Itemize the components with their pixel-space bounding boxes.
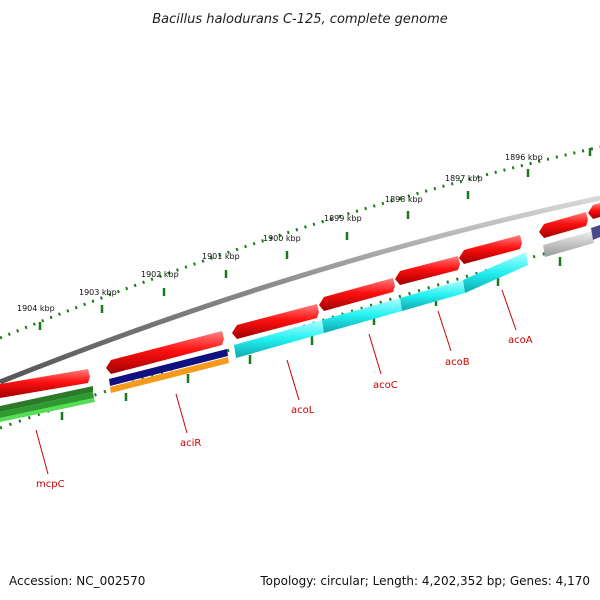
reverse-strand-genes (0, 203, 600, 398)
genome-backbone (0, 195, 600, 385)
gene-label-acoL: acoL (291, 405, 315, 416)
gene-arrow-acoC[interactable] (319, 278, 395, 311)
gene-label-aciR: aciR (180, 438, 201, 449)
gene-arrow-acoB[interactable] (395, 256, 460, 285)
kbp-label: 1901 kbp (202, 252, 240, 261)
topology-text: Topology: circular; Length: 4,202,352 bp… (260, 574, 590, 588)
kbp-label: 1898 kbp (385, 195, 423, 204)
feature-band-mcpC[interactable] (0, 386, 93, 412)
gene-arrow[interactable] (539, 212, 588, 238)
accession-text: Accession: NC_002570 (9, 574, 146, 588)
feature-band-aciR[interactable] (110, 357, 229, 393)
major-ticks-inner (60, 257, 562, 420)
gene-arrow-mcpC[interactable] (0, 369, 90, 398)
kbp-label: 1900 kbp (263, 234, 301, 243)
kbp-label: 1904 kbp (17, 304, 55, 313)
kbp-label: 1897 kbp (445, 174, 483, 183)
gene-arrow-acoA[interactable] (459, 235, 522, 264)
position-ruler-outer (0, 145, 600, 340)
gene-label-acoB: acoB (445, 357, 470, 368)
feature-band-acoL[interactable] (234, 320, 324, 358)
feature-band-acoA[interactable] (463, 252, 528, 293)
gene-label-acoA: acoA (508, 335, 533, 346)
feature-band-acoB[interactable] (400, 280, 465, 311)
feature-band-acoC[interactable] (322, 298, 402, 333)
feature-band-aciR[interactable] (109, 349, 228, 386)
kbp-label: 1899 kbp (324, 214, 362, 223)
gene-arrow[interactable] (588, 203, 600, 219)
feature-band-mcpC[interactable] (0, 398, 95, 422)
gene-arrow-aciR[interactable] (106, 331, 224, 374)
feature-band-mcpC[interactable] (0, 392, 94, 418)
kbp-label: 1903 kbp (79, 288, 117, 297)
gene-label-acoC: acoC (373, 380, 398, 391)
genome-title: Bacillus halodurans C-125, complete geno… (152, 12, 448, 27)
label-leader-lines (35, 289, 517, 475)
feature-band[interactable] (591, 225, 600, 240)
major-ticks-outer (38, 148, 592, 330)
kbp-label: 1896 kbp (505, 153, 543, 162)
feature-band[interactable] (543, 231, 594, 257)
gene-arrow-acoL[interactable] (232, 304, 319, 339)
feature-bands (0, 225, 600, 422)
kbp-label: 1902 kbp (141, 270, 179, 279)
gene-label-mcpC: mcpC (36, 479, 65, 490)
